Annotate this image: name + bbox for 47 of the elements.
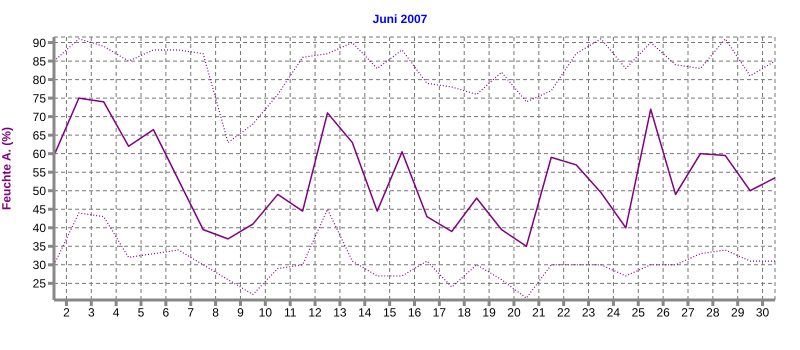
x-tick-label: 28 (706, 306, 720, 320)
x-tick-label: 13 (333, 306, 347, 320)
y-axis-title: Feuchte A. (%) (0, 127, 14, 210)
x-tick-label: 24 (606, 306, 620, 320)
line-series (54, 208, 775, 299)
y-tick-label: 80 (32, 72, 46, 87)
y-tick-label: 25 (32, 276, 46, 291)
x-tick-label: 6 (162, 306, 170, 320)
x-tick-label: 10 (258, 306, 272, 320)
x-tick-label: 19 (482, 306, 496, 320)
x-tick-label: 25 (632, 306, 646, 320)
y-tick-label: 50 (32, 184, 46, 198)
x-tick-label: 23 (582, 306, 596, 320)
y-tick-label: 30 (32, 258, 46, 272)
x-tick-label: 15 (382, 306, 397, 320)
x-tick-label: 4 (112, 306, 120, 320)
chart-title: Juni 2007 (372, 12, 428, 26)
y-tick-label: 55 (32, 165, 46, 180)
y-tick-label: 35 (32, 240, 46, 254)
line-series (54, 97, 775, 248)
x-tick-label: 8 (212, 306, 220, 320)
x-tick-label: 5 (138, 306, 145, 320)
y-tick-label: 70 (32, 110, 46, 124)
y-tick-label: 75 (32, 91, 46, 106)
x-tick-label: 18 (458, 306, 472, 320)
x-tick-label: 2 (63, 306, 70, 320)
y-tick-label: 90 (32, 36, 46, 50)
y-tick-label: 40 (32, 221, 46, 236)
x-tick-label: 27 (681, 306, 695, 320)
y-tick-label: 45 (32, 202, 46, 217)
x-tick-label: 7 (187, 306, 194, 320)
x-tick-label: 26 (656, 306, 670, 320)
x-tick-label: 21 (532, 306, 546, 320)
x-tick-label: 9 (237, 306, 244, 320)
x-tick-label: 14 (358, 306, 372, 320)
x-tick-label: 22 (556, 306, 571, 320)
y-tick-label: 85 (32, 54, 46, 68)
x-tick-label: 17 (432, 306, 446, 320)
x-tick-label: 12 (308, 306, 322, 320)
y-tick-label: 65 (32, 128, 46, 142)
y-tick-label: 60 (32, 146, 46, 161)
x-tick-label: 3 (88, 306, 95, 320)
x-tick-label: 11 (284, 306, 297, 320)
x-tick-label: 20 (507, 306, 521, 320)
x-tick-label: 29 (731, 306, 745, 320)
x-tick-label: 30 (756, 306, 770, 320)
x-tick-label: 16 (408, 306, 422, 320)
